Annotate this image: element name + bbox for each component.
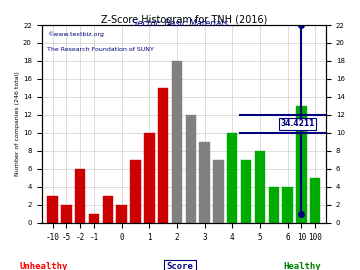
Bar — [48, 196, 58, 223]
Text: 34.4211: 34.4211 — [280, 119, 314, 129]
Bar — [144, 133, 154, 223]
Bar — [282, 187, 293, 223]
Text: Unhealthy: Unhealthy — [19, 262, 67, 270]
Bar — [186, 115, 196, 223]
Text: Sector: Basic Materials: Sector: Basic Materials — [132, 19, 228, 28]
Bar — [310, 178, 320, 223]
Bar — [255, 151, 265, 223]
Bar — [269, 187, 279, 223]
Bar — [61, 205, 72, 223]
Y-axis label: Number of companies (246 total): Number of companies (246 total) — [15, 72, 20, 176]
Bar — [172, 61, 182, 223]
Bar — [241, 160, 251, 223]
Text: The Research Foundation of SUNY: The Research Foundation of SUNY — [47, 47, 154, 52]
Bar — [158, 88, 168, 223]
Bar — [213, 160, 224, 223]
Bar — [296, 106, 307, 223]
Title: Z-Score Histogram for TNH (2016): Z-Score Histogram for TNH (2016) — [101, 15, 267, 25]
Text: ©www.textbiz.org: ©www.textbiz.org — [47, 31, 104, 36]
Bar — [89, 214, 99, 223]
Bar — [75, 169, 85, 223]
Bar — [227, 133, 238, 223]
Bar — [103, 196, 113, 223]
Bar — [130, 160, 141, 223]
Bar — [117, 205, 127, 223]
Text: Healthy: Healthy — [284, 262, 321, 270]
Text: Score: Score — [167, 262, 193, 270]
Bar — [199, 142, 210, 223]
